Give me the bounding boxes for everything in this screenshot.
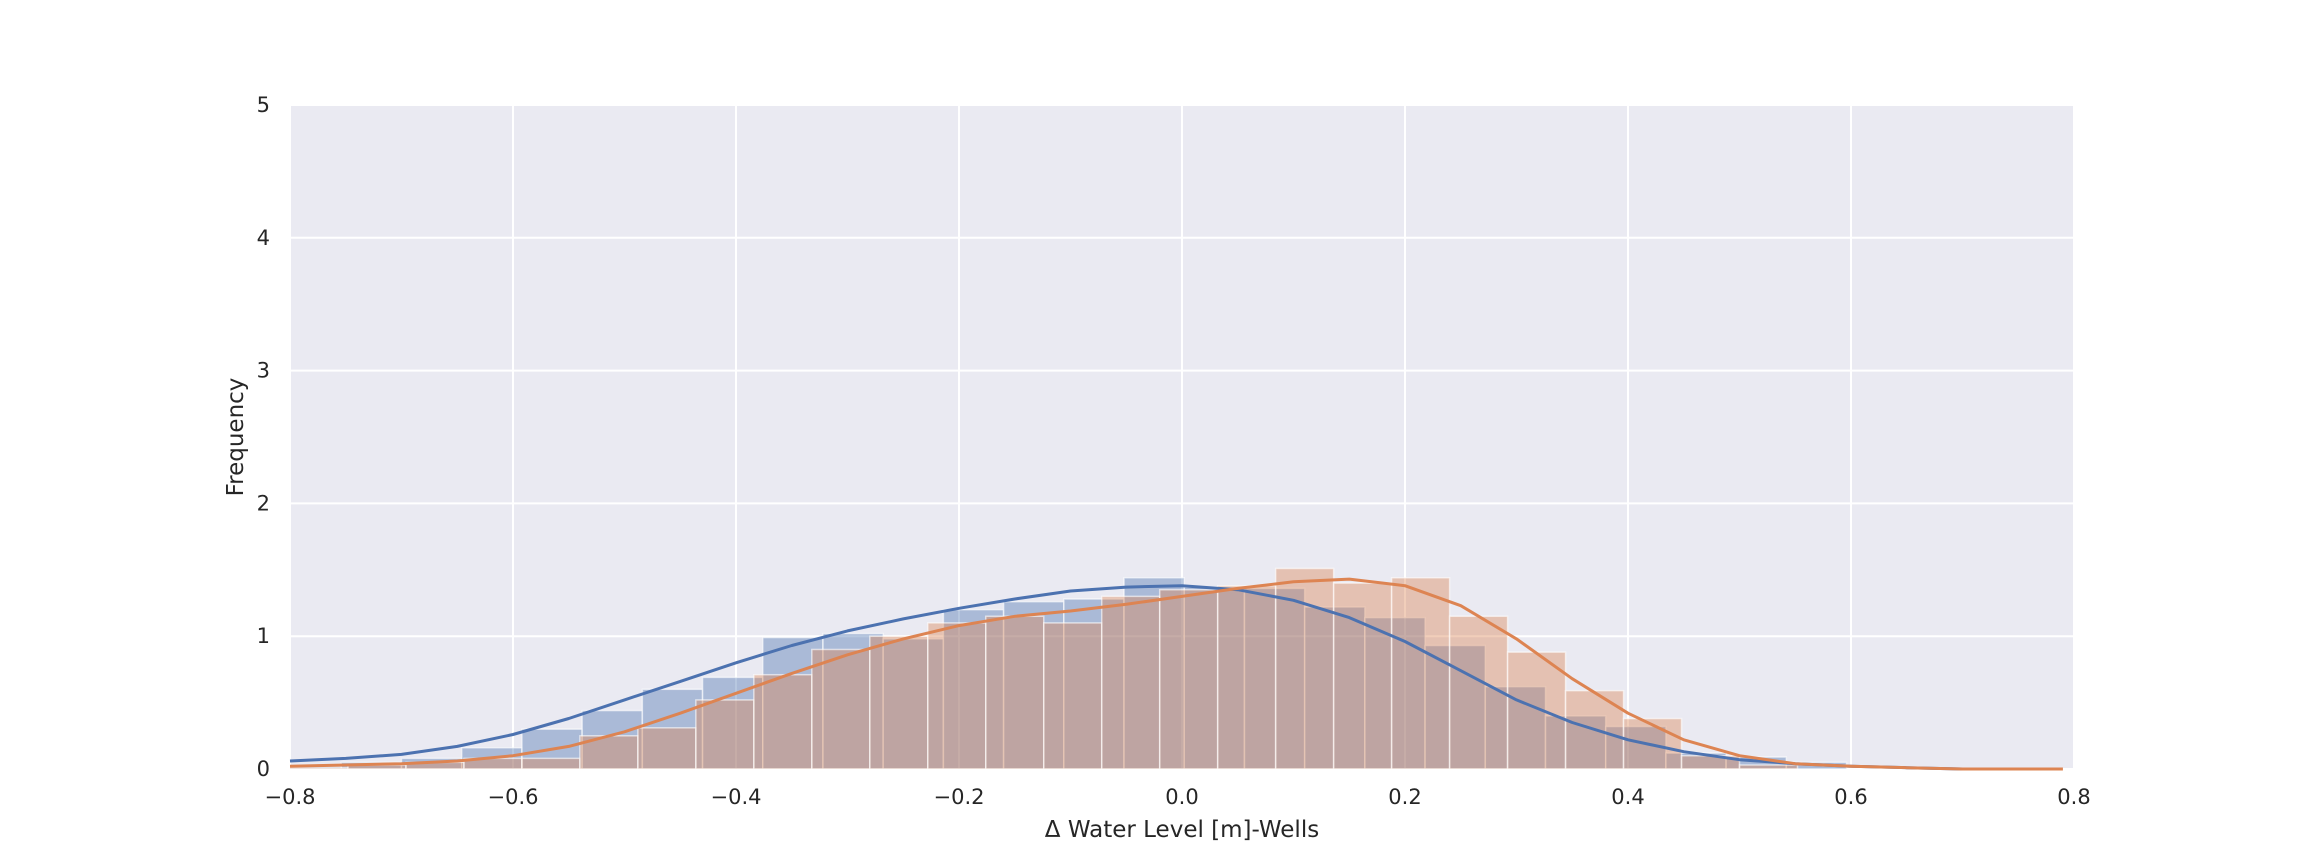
x-tick-label: −0.8 <box>265 785 316 809</box>
histogram-bar-2 <box>1506 651 1567 770</box>
x-axis-label: Δ Water Level [m]-Wells <box>1045 817 1319 843</box>
histogram-bar-1 <box>1183 586 1246 770</box>
kde-line-2 <box>289 577 2063 771</box>
histogram-bar-2 <box>1100 595 1161 770</box>
histogram-bar-1 <box>1123 577 1185 770</box>
x-tick-label: −0.6 <box>488 785 539 809</box>
y-tick-label: 0 <box>257 757 270 781</box>
histogram-bar-2 <box>1042 622 1103 770</box>
histogram-bar-2 <box>985 615 1045 770</box>
x-tick-label: −0.2 <box>934 785 985 809</box>
histogram-bar-2 <box>1274 567 1335 770</box>
kde-line-1 <box>289 584 1963 771</box>
histogram-bar-1 <box>822 632 884 770</box>
x-tick-labels: −0.8 −0.6 −0.4 −0.2 0.0 0.2 0.4 0.6 0.8 <box>265 785 2091 809</box>
y-tick-label: 2 <box>257 491 270 515</box>
histogram-bar-1 <box>701 676 764 770</box>
histogram-bar-2 <box>753 673 813 770</box>
y-tick-label: 1 <box>257 624 270 648</box>
y-tick-label: 5 <box>257 93 270 117</box>
histogram-bar-2 <box>289 766 349 770</box>
histogram-bar-2 <box>695 699 755 770</box>
x-tick-label: 0.4 <box>1611 785 1644 809</box>
histogram-bar-2 <box>1738 764 1799 770</box>
histogram-bar-2 <box>811 648 871 770</box>
x-tick-label: 0.6 <box>1834 785 1867 809</box>
histogram-bar-2 <box>1158 588 1219 770</box>
histogram-bar-1 <box>942 608 1005 770</box>
histogram-bar-2 <box>1332 582 1393 770</box>
histogram-bar-2 <box>637 727 697 770</box>
histogram-bar-1 <box>1063 598 1125 770</box>
y-axis-label: Frequency <box>223 378 249 497</box>
histogram-bar-2 <box>1448 615 1509 770</box>
histogram-bar-2 <box>1390 577 1451 770</box>
histogram-bar-1 <box>1303 606 1366 770</box>
histogram-bar-1 <box>1364 616 1426 770</box>
y-tick-label: 4 <box>257 226 270 250</box>
x-tick-label: 0.8 <box>2057 785 2090 809</box>
y-tick-label: 3 <box>257 359 270 383</box>
histogram-bar-2 <box>927 622 987 770</box>
histogram-bar-1 <box>1243 587 1306 770</box>
x-tick-label: 0.0 <box>1165 785 1198 809</box>
x-tick-label: −0.4 <box>711 785 762 809</box>
histogram-bar-2 <box>521 757 581 770</box>
histogram-bar-2 <box>869 635 929 770</box>
y-tick-labels: 0 1 2 3 4 5 <box>257 93 270 781</box>
kde-curves <box>289 577 2063 771</box>
histogram-bar-2 <box>1216 584 1277 770</box>
x-tick-label: 0.2 <box>1388 785 1421 809</box>
